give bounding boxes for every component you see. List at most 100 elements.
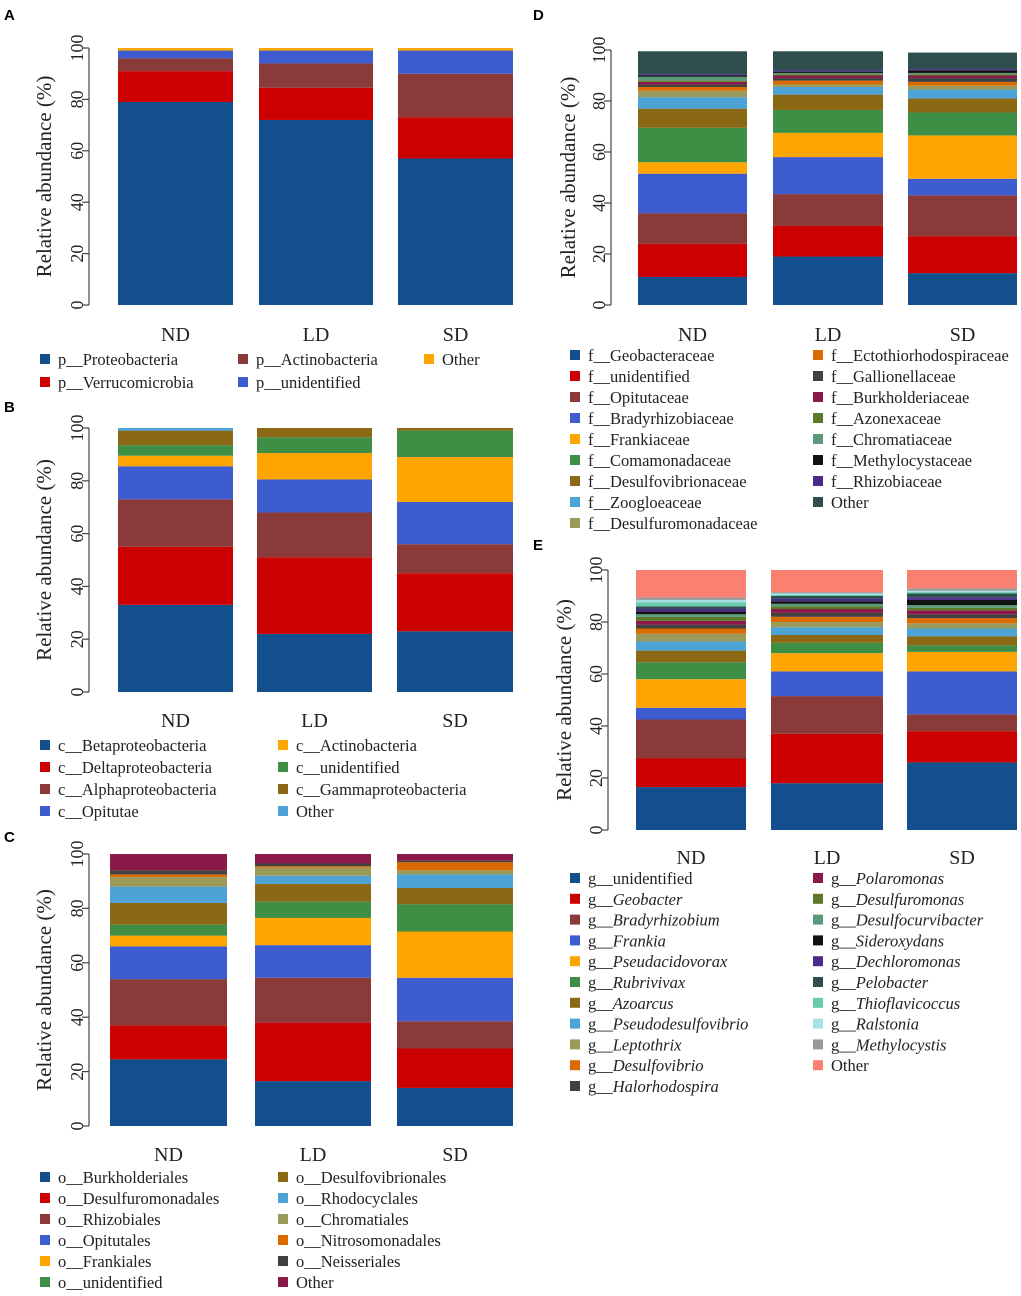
legend-label: o__Neisseriales [296, 1252, 400, 1271]
bar-segment-rhizobiales [397, 1021, 513, 1049]
bar-segment-bradyrhizobiaceae [908, 178, 1017, 196]
legend-swatch [40, 784, 50, 794]
legend-swatch [813, 1060, 823, 1071]
legend-item: o__Desulfuromonadales [40, 1189, 219, 1208]
legend-swatch [570, 893, 580, 904]
category-label: SD [442, 1144, 468, 1166]
legend-swatch [570, 518, 580, 528]
bar-segment-sideroxydans [771, 601, 883, 604]
bar-segment-azonexaceae [638, 80, 747, 82]
bar-segment-bradyrhizobiaceae [638, 173, 747, 214]
legend-item: g__Desulfovibrio [570, 1056, 704, 1075]
bar-segment-betaproteobacteria [118, 604, 233, 692]
bar-segment-geobacter [907, 731, 1017, 763]
bar-segment-desulfuromonas [771, 606, 883, 609]
bar-segment-leptothrix [907, 623, 1017, 629]
bar-segment-rubrivivax [771, 642, 883, 654]
bar-segment-neisseriales [397, 860, 513, 863]
bar-segment-zoogloeaceae [908, 89, 1017, 99]
bar-segment-burkholderiales [110, 1059, 227, 1126]
bar-segment-azoarcus [907, 636, 1017, 646]
y-tick-label: 60 [589, 143, 609, 161]
bar-segment-desulfuromonadales [397, 1048, 513, 1088]
legend-swatch [278, 762, 288, 772]
legend-swatch [40, 1277, 50, 1287]
legend-item: o__Chromatiales [278, 1210, 409, 1229]
legend-label: o__Rhodocyclales [296, 1189, 418, 1208]
legend-swatch [570, 350, 580, 360]
bar-stack-nd [636, 570, 746, 830]
legend: o__Burkholderialeso__Desulfuromonadaleso… [40, 1168, 446, 1292]
legend-item: g__Sideroxydans [813, 931, 944, 950]
bar-segment-pelobacter [907, 593, 1017, 598]
bar-segment-betaproteobacteria [397, 631, 513, 692]
bar-segment-azonexaceae [773, 74, 883, 76]
y-tick-label: 40 [67, 1008, 87, 1026]
legend-item: Other [278, 1273, 334, 1292]
legend-swatch [40, 762, 50, 772]
bar-segment-opitutales [255, 945, 371, 978]
y-tick-label: 80 [586, 613, 606, 631]
legend-label: g__Dechloromonas [831, 952, 961, 971]
bar-segment-actinobacteria [397, 457, 513, 502]
legend-item: o__Frankiales [40, 1252, 151, 1271]
legend-swatch [813, 956, 823, 967]
bar-segment-burkholderiales [397, 1087, 513, 1126]
legend-item: o__Desulfovibrionales [278, 1168, 446, 1187]
bar-segment-burkholderiaceae [908, 75, 1017, 79]
bar-segment-verrucomicrobia [398, 117, 513, 159]
legend-label: g__Ralstonia [831, 1014, 919, 1033]
legend-item: f__Burkholderiaceae [813, 388, 969, 407]
bar-segment-other [398, 48, 513, 51]
legend-label: Other [296, 802, 334, 821]
legend-swatch [813, 893, 823, 904]
bar-stack-sd [397, 854, 513, 1126]
bar-segment-polaromonas [636, 620, 746, 625]
bar-segment-pseudodesulfovibrio [636, 641, 746, 651]
legend-item: g__Pseudodesulfovibrio [570, 1014, 748, 1033]
legend-label: g__Azoarcus [588, 993, 674, 1012]
legend-label: g__Pseudodesulfovibrio [588, 1014, 748, 1033]
legend-item: g__Ralstonia [813, 1014, 919, 1033]
bar-segment-zoogloeaceae [773, 86, 883, 95]
bar-segment-rhodocyclales [397, 874, 513, 888]
legend-swatch [813, 434, 823, 444]
legend-swatch [40, 806, 50, 816]
bar-stack-sd [908, 52, 1017, 305]
bar-segment-methylocystis [771, 592, 883, 594]
legend-swatch [813, 914, 823, 925]
bar-segment-desulfocurvibacter [907, 605, 1017, 608]
legend-label: f__Desulfovibrionaceae [588, 472, 747, 491]
bar-segment-chromatiaceae [773, 72, 883, 75]
bar-segment-nitrosomonadales [255, 866, 371, 868]
legend-item: f__Chromatiaceae [813, 430, 952, 449]
legend-label: f__Bradyrhizobiaceae [588, 409, 734, 428]
legend-label: g__Halorhodospira [588, 1077, 719, 1096]
legend-item: o__Neisseriales [278, 1252, 400, 1271]
bar-segment-alphaproteobacteria [118, 499, 233, 547]
legend-swatch [570, 1081, 580, 1091]
panel-letter: B [4, 399, 15, 416]
legend-item: o__Burkholderiales [40, 1168, 188, 1187]
legend-item: f__Desulfuromonadaceae [570, 514, 758, 533]
legend-label: Other [831, 1056, 869, 1075]
bar-segment-comamonadaceae [638, 127, 747, 163]
legend-item: g__Halorhodospira [570, 1077, 719, 1096]
bar-segment-ectothiorhodospiraceae [773, 80, 883, 85]
y-tick-label: 40 [67, 193, 87, 211]
legend-label: g__Desulfovibrio [588, 1056, 704, 1075]
legend-swatch [278, 784, 288, 794]
bar-segment-burkholderiales [255, 1081, 371, 1126]
legend-swatch [570, 977, 580, 987]
bar-segment-azoarcus [636, 650, 746, 663]
bar-segment-gallionellaceae [908, 78, 1017, 82]
legend-item: o__Rhodocyclales [278, 1189, 418, 1208]
bar-segment-geobacter [771, 733, 883, 784]
legend-item: c__Opitutae [40, 802, 139, 821]
bar-segment-bradyrhizobium [907, 714, 1017, 732]
y-tick-label: 100 [67, 415, 87, 442]
bar-segment-gammaproteobacteria [397, 428, 513, 431]
bar-segment-unidentified [255, 901, 371, 918]
category-label: SD [443, 324, 469, 346]
